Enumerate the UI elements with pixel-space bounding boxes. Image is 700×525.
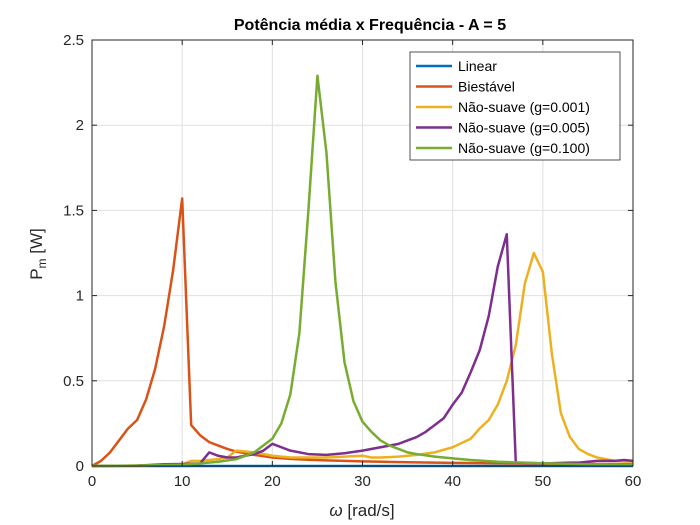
- x-tick-label: 40: [444, 473, 461, 490]
- series-lines: [91, 74, 634, 468]
- y-tick-label: 2.5: [63, 32, 84, 49]
- x-axis-unit: [rad/s]: [343, 501, 395, 520]
- series-line-2: [91, 197, 634, 468]
- y-axis-unit: [W]: [27, 228, 46, 258]
- y-axis-subscript: m: [35, 258, 49, 268]
- legend-entry: Biestável: [458, 79, 515, 95]
- x-axis-symbol: ω: [329, 501, 342, 520]
- series-line-5: [91, 74, 634, 468]
- legend-entry: Não-suave (g=0.100): [458, 140, 590, 156]
- y-tick-label: 0.5: [63, 373, 84, 390]
- legend-entry: Não-suave (g=0.005): [458, 120, 590, 136]
- x-tick-label: 50: [534, 473, 551, 490]
- y-tick-label: 2: [76, 117, 84, 134]
- y-axis-symbol: P: [27, 268, 46, 279]
- y-tick-label: 0: [76, 458, 84, 475]
- x-tick-label: 30: [354, 473, 371, 490]
- x-tick-label: 60: [625, 473, 642, 490]
- x-axis-label: ω [rad/s]: [329, 501, 394, 520]
- chart-title: Potência média x Frequência - A = 5: [234, 17, 506, 34]
- x-tick-label: 20: [264, 473, 281, 490]
- legend-entry: Linear: [458, 58, 497, 74]
- legend: Linear Biestável Não-suave (g=0.001) Não-su…: [409, 51, 621, 161]
- axis-ticks: 0 10 20 30 40 50 60 0 0.5 1 1.5 2 2.5: [63, 32, 641, 490]
- y-tick-label: 1: [76, 288, 84, 305]
- legend-entry: Não-suave (g=0.001): [458, 99, 590, 115]
- y-tick-label: 1.5: [63, 202, 84, 219]
- y-axis-label: Pm [W]: [27, 228, 49, 280]
- x-tick-label: 0: [88, 473, 96, 490]
- x-tick-label: 10: [174, 473, 191, 490]
